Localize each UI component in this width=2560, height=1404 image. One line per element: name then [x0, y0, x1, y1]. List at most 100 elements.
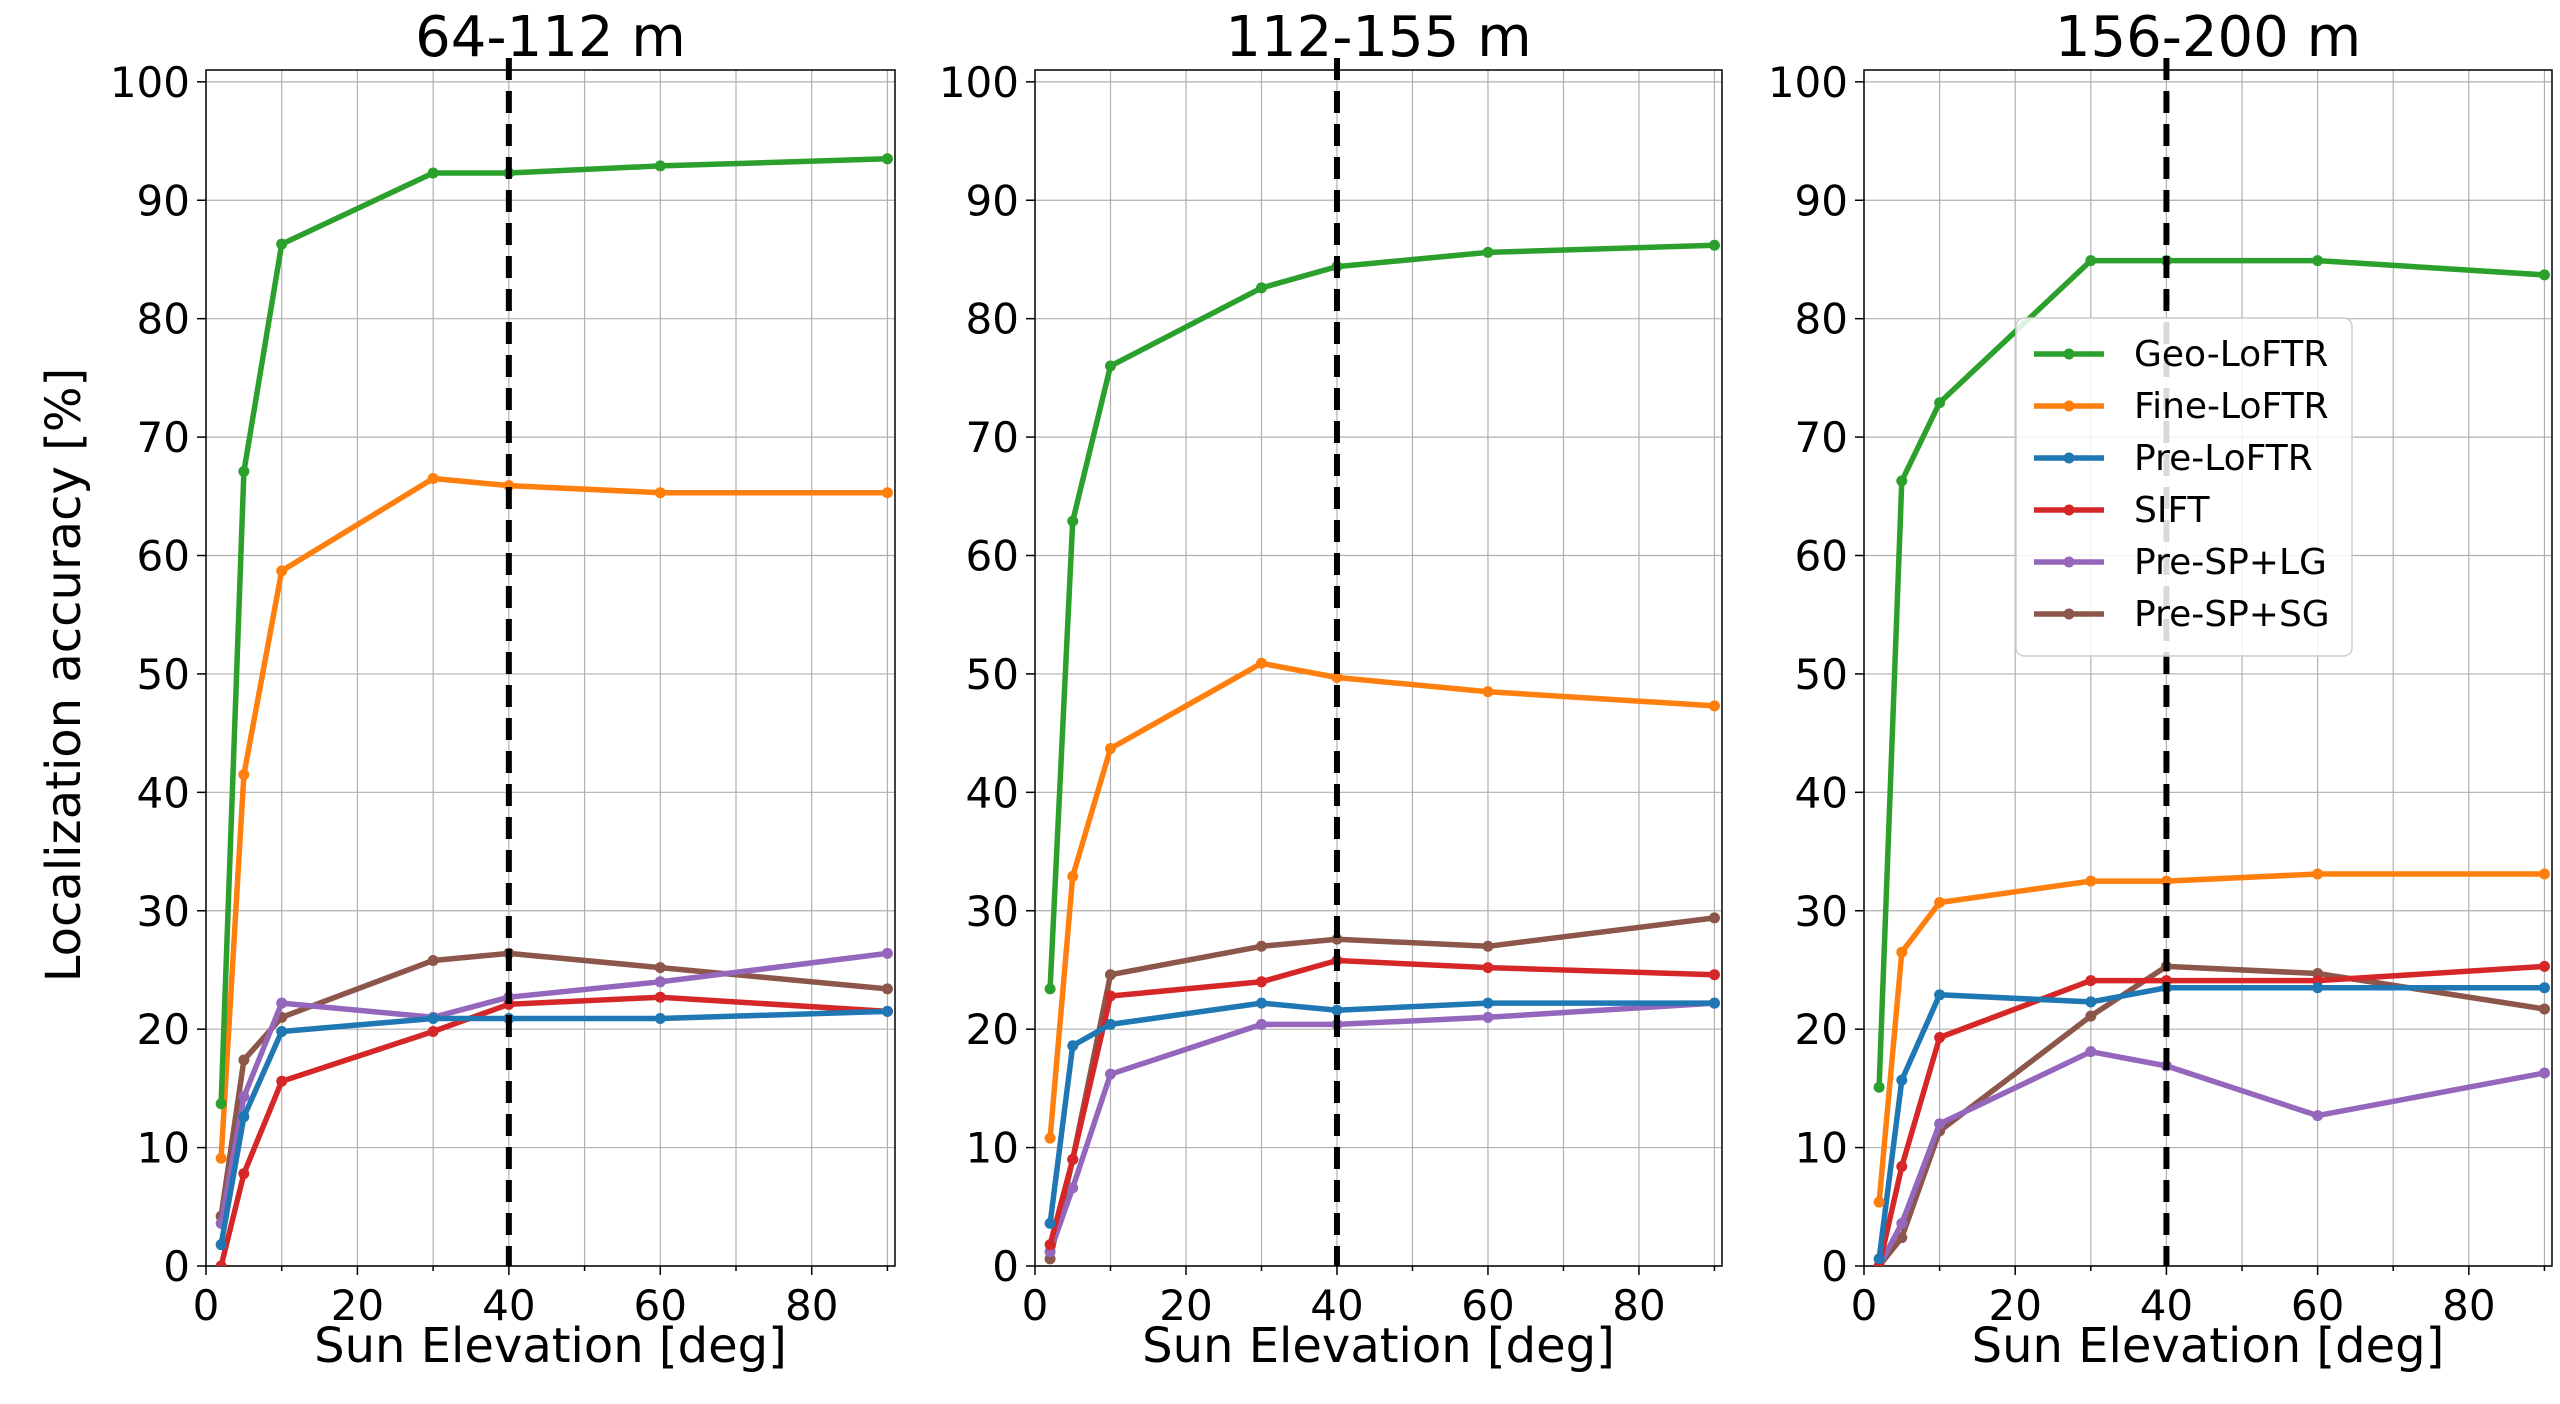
data-point-geo-loftr [881, 153, 893, 165]
series-line-pre-loftr [218, 1008, 891, 1248]
chart-panel-2: 0 20 40 60 80 0 10 20 30 40 50 60 70 80 90 100 112-155 m… [939, 5, 1723, 1374]
data-point-geo-loftr [2312, 255, 2324, 267]
y-tick-label: 50 [137, 650, 190, 699]
series-line-fine-loftr [218, 475, 891, 1161]
data-point-pre-sp-lg [1896, 1217, 1908, 1229]
data-point-pre-sp-sg [1255, 940, 1267, 952]
y-tick-label: 90 [1795, 176, 1848, 225]
data-point-pre-loftr [215, 1239, 227, 1251]
data-point-pre-loftr [427, 1013, 439, 1025]
x-tick-label: 0 [1022, 1281, 1049, 1330]
data-point-geo-loftr [1255, 282, 1267, 294]
x-tick-label: 60 [634, 1281, 687, 1330]
y-tick-label: 30 [966, 887, 1019, 936]
data-point-sift [1044, 1239, 1056, 1251]
y-tick-label: 100 [110, 58, 190, 107]
data-point-pre-loftr [1104, 1018, 1116, 1030]
series-group [1044, 239, 1720, 1265]
data-point-geo-loftr [654, 160, 666, 172]
data-point-pre-loftr [881, 1005, 893, 1017]
data-point-pre-sp-lg [881, 947, 893, 959]
data-point-fine-loftr [215, 1152, 227, 1164]
x-axis-label: Sun Elevation [deg] [314, 1318, 787, 1374]
legend-marker-sift [2063, 504, 2075, 516]
data-point-fine-loftr [1067, 870, 1079, 882]
data-point-sift [1067, 1153, 1079, 1165]
data-point-pre-loftr [1482, 997, 1494, 1009]
data-point-fine-loftr [654, 487, 666, 499]
x-tick-label: 0 [1851, 1281, 1878, 1330]
series-line-pre-loftr [1876, 984, 2548, 1262]
data-point-pre-loftr [2085, 996, 2097, 1008]
data-point-pre-sp-sg [238, 1054, 250, 1066]
y-tick-label: 20 [966, 1005, 1019, 1054]
y-tick-label: 70 [137, 413, 190, 462]
data-point-pre-sp-sg [1482, 940, 1494, 952]
chart-title: 64-112 m [415, 5, 686, 70]
y-tick-label: 40 [137, 768, 190, 817]
data-point-pre-sp-lg [1067, 1182, 1079, 1194]
y-tick-label: 50 [966, 650, 1019, 699]
data-point-sift [1896, 1161, 1908, 1173]
series-line-sift [218, 994, 891, 1266]
data-point-pre-loftr [2538, 982, 2550, 994]
series-line-geo-loftr [1047, 242, 1718, 992]
x-tick-label: 40 [1310, 1281, 1363, 1330]
y-tick-label: 0 [163, 1242, 190, 1291]
data-point-sift [215, 1260, 227, 1266]
data-point-geo-loftr [1934, 397, 1946, 409]
data-point-geo-loftr [1482, 246, 1494, 258]
data-point-pre-loftr [1331, 1004, 1343, 1016]
series-line-pre-sp-lg [218, 950, 891, 1227]
data-point-fine-loftr [1331, 671, 1343, 683]
shared-y-axis-label: Localization accuracy [%] [36, 368, 92, 982]
data-point-geo-loftr [276, 238, 288, 250]
data-point-pre-loftr [1873, 1253, 1885, 1265]
data-point-pre-sp-lg [276, 997, 288, 1009]
data-point-sift [238, 1168, 250, 1180]
legend-marker-fine-loftr [2063, 400, 2075, 412]
data-point-pre-loftr [1934, 989, 1946, 1001]
data-point-sift [1104, 990, 1116, 1002]
chart-panel-3: 0 20 40 60 80 0 10 20 30 40 50 60 70 80 90 100 156-200 m… [1768, 5, 2553, 1374]
legend-label-sift: SIFT [2134, 490, 2211, 531]
x-tick-label: 20 [1159, 1281, 1212, 1330]
data-point-geo-loftr [238, 465, 250, 477]
data-point-fine-loftr [427, 473, 439, 485]
data-point-sift [654, 991, 666, 1003]
data-point-geo-loftr [1708, 239, 1720, 251]
data-point-geo-loftr [215, 1098, 227, 1110]
y-tick-label: 0 [992, 1242, 1019, 1291]
y-tick-label: 50 [1795, 650, 1848, 699]
legend-marker-geo-loftr [2063, 348, 2075, 360]
data-point-pre-sp-sg [654, 962, 666, 974]
y-tick-label: 100 [1768, 58, 1848, 107]
data-point-pre-loftr [1896, 1074, 1908, 1086]
y-tick-label: 30 [137, 887, 190, 936]
data-point-pre-sp-lg [2085, 1046, 2097, 1058]
data-point-fine-loftr [1044, 1132, 1056, 1144]
data-point-geo-loftr [2538, 269, 2550, 281]
x-tick-label: 20 [331, 1281, 384, 1330]
data-point-geo-loftr [427, 167, 439, 179]
y-tick-label: 10 [137, 1124, 190, 1173]
series-line-pre-loftr [1047, 1000, 1718, 1227]
series-line-pre-sp-lg [1876, 1048, 2548, 1266]
data-point-geo-loftr [1044, 983, 1056, 995]
data-point-fine-loftr [1873, 1196, 1885, 1208]
legend-label-pre-sp-sg: Pre-SP+SG [2134, 594, 2330, 635]
y-tick-label: 10 [1795, 1124, 1848, 1173]
plot-frame [1863, 69, 2553, 1267]
legend-label-geo-loftr: Geo-LoFTR [2134, 334, 2328, 375]
data-point-sift [427, 1026, 439, 1038]
data-point-sift [2085, 975, 2097, 987]
data-point-fine-loftr [1104, 743, 1116, 755]
x-axis-label: Sun Elevation [deg] [1142, 1318, 1615, 1374]
y-tick-label: 60 [1795, 532, 1848, 581]
data-point-pre-sp-lg [2538, 1067, 2550, 1079]
data-point-pre-loftr [1255, 997, 1267, 1009]
y-tick-label: 80 [1795, 295, 1848, 344]
series-line-fine-loftr [1047, 660, 1718, 1141]
x-tick-label: 60 [2291, 1281, 2344, 1330]
x-tick-label: 80 [1612, 1281, 1665, 1330]
